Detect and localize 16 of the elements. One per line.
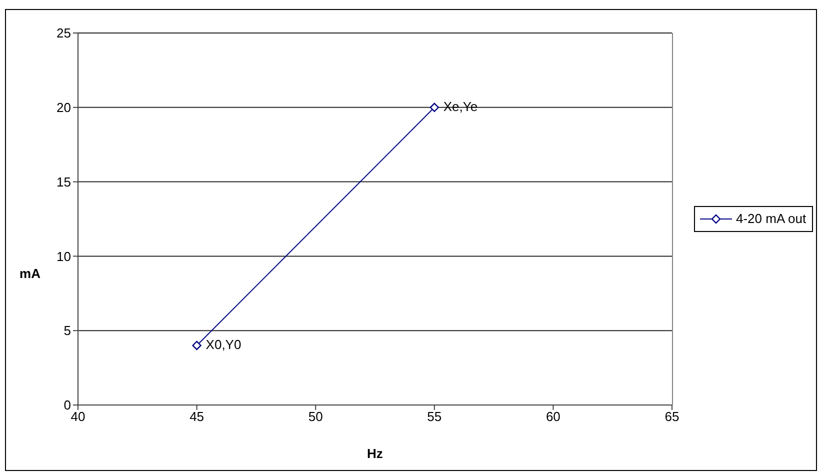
legend-label: 4-20 mA out xyxy=(736,210,806,228)
y-tick-label: 0 xyxy=(64,398,71,413)
y-tick-label: 10 xyxy=(56,248,71,264)
x-tick-label: 45 xyxy=(190,409,204,424)
x-tick-label: 55 xyxy=(427,409,442,424)
y-tick-label: 20 xyxy=(56,100,71,116)
y-tick-label: 25 xyxy=(56,26,71,41)
annotation: X0,Y0 xyxy=(206,337,242,354)
y-tick-label: 5 xyxy=(64,323,71,338)
y-axis-title: mA xyxy=(18,266,42,281)
x-axis-title: Hz xyxy=(366,446,384,461)
y-tick-label: 15 xyxy=(56,174,71,190)
x-tick-label: 60 xyxy=(546,409,560,424)
x-tick-label: 40 xyxy=(70,409,86,424)
x-tick-label: 65 xyxy=(664,409,680,424)
x-tick-label: 50 xyxy=(308,409,323,424)
